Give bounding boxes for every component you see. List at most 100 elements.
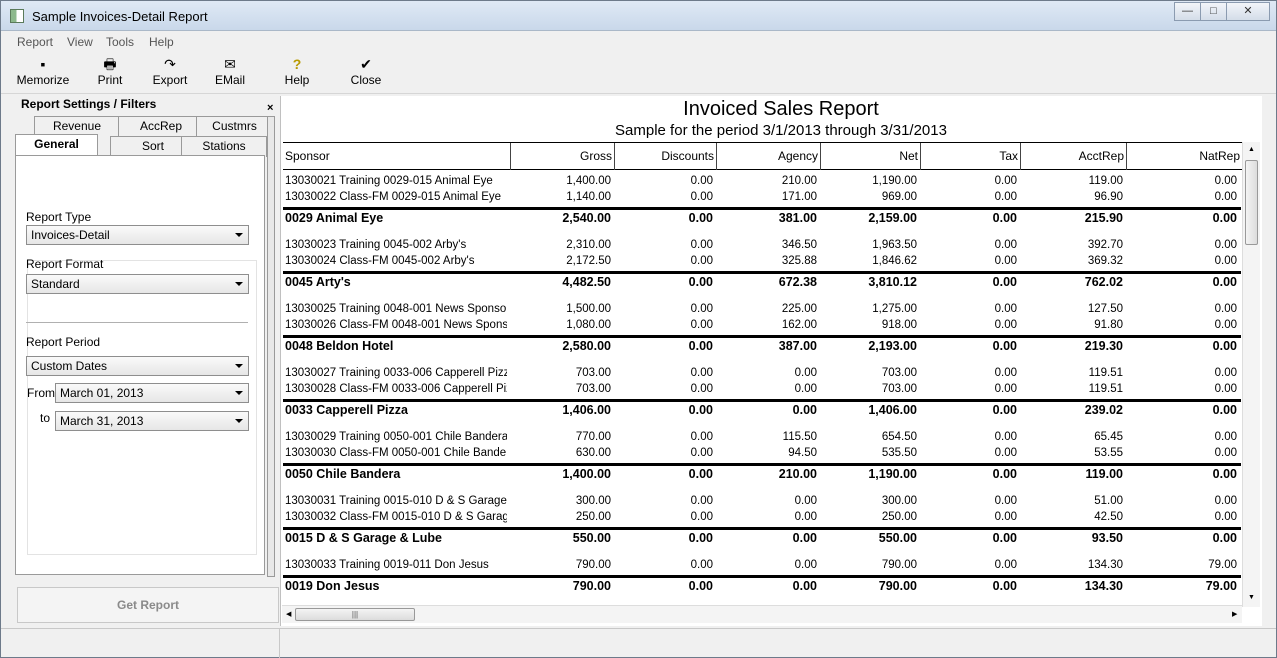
total-acctrep: 134.30 bbox=[1084, 579, 1123, 593]
total-discounts: 0.00 bbox=[688, 403, 713, 417]
vertical-scroll-thumb[interactable] bbox=[1245, 160, 1258, 245]
report-type-select[interactable]: Invoices-Detail bbox=[26, 225, 249, 245]
table-row: 13030033 Training 0019-011 Don Jesus 790.… bbox=[283, 558, 1241, 574]
cell-discounts: 0.00 bbox=[690, 447, 713, 459]
help-button[interactable]: ? Help bbox=[281, 55, 313, 87]
cell-gross: 1,080.00 bbox=[566, 319, 611, 331]
cell-agency: 346.50 bbox=[781, 239, 817, 251]
report-period-select[interactable]: Custom Dates bbox=[26, 356, 249, 376]
cell-net: 1,275.00 bbox=[872, 303, 917, 315]
total-sponsor: 0029 Animal Eye bbox=[285, 211, 384, 225]
horizontal-scroll-thumb[interactable]: ||| bbox=[295, 608, 415, 621]
cell-sponsor: 13030031 Training 0015-010 D & S Garage … bbox=[285, 495, 507, 507]
cell-tax: 0.00 bbox=[994, 431, 1017, 443]
settings-panel: Report Settings / Filters × Revenue AccR… bbox=[11, 96, 279, 626]
column-header-sponsor[interactable]: Sponsor bbox=[283, 143, 511, 170]
from-date-picker[interactable]: March 01, 2013 bbox=[55, 383, 249, 403]
close-report-button[interactable]: ✔ Close bbox=[347, 55, 385, 87]
cell-gross: 250.00 bbox=[575, 511, 611, 523]
total-discounts: 0.00 bbox=[688, 467, 713, 481]
print-button[interactable]: 🖶 Print bbox=[91, 55, 129, 87]
cell-sponsor: 13030026 Class-FM 0048-001 News Sponsors… bbox=[285, 319, 507, 331]
cell-gross: 1,400.00 bbox=[566, 175, 611, 187]
scroll-left-icon[interactable]: ◀ bbox=[286, 611, 292, 618]
report-horizontal-scrollbar[interactable]: ◀ ||| ▶ bbox=[282, 605, 1242, 623]
settings-panel-title: Report Settings / Filters bbox=[21, 97, 157, 111]
chevron-down-icon bbox=[235, 282, 243, 286]
to-date-value: March 31, 2013 bbox=[60, 414, 144, 428]
cell-sponsor: 13030030 Class-FM 0050-001 Chile Bandera bbox=[285, 447, 507, 459]
cell-agency: 210.00 bbox=[781, 175, 817, 187]
tab-general[interactable]: General bbox=[15, 134, 98, 158]
cell-sponsor: 13030023 Training 0045-002 Arby's bbox=[285, 239, 467, 251]
cell-acctrep: 369.32 bbox=[1087, 255, 1123, 267]
cell-natrep: 0.00 bbox=[1214, 239, 1237, 251]
cell-agency: 171.00 bbox=[781, 191, 817, 203]
column-header-discounts[interactable]: Discounts bbox=[615, 143, 717, 170]
cell-natrep: 0.00 bbox=[1214, 447, 1237, 459]
cell-acctrep: 91.80 bbox=[1094, 319, 1123, 331]
cell-tax: 0.00 bbox=[994, 191, 1017, 203]
column-header-net[interactable]: Net bbox=[821, 143, 921, 170]
app-icon bbox=[10, 9, 24, 23]
menu-help[interactable]: Help bbox=[149, 35, 174, 49]
cell-gross: 703.00 bbox=[575, 383, 611, 395]
total-tax: 0.00 bbox=[992, 339, 1017, 353]
cell-gross: 300.00 bbox=[575, 495, 611, 507]
total-sponsor: 0050 Chile Bandera bbox=[285, 467, 401, 481]
cell-acctrep: 134.30 bbox=[1087, 559, 1123, 571]
cell-acctrep: 53.55 bbox=[1094, 447, 1123, 459]
total-gross: 1,400.00 bbox=[562, 467, 611, 481]
to-date-picker[interactable]: March 31, 2013 bbox=[55, 411, 249, 431]
report-format-select[interactable]: Standard bbox=[26, 274, 249, 294]
email-icon: ✉ bbox=[224, 56, 236, 72]
tab-stations[interactable]: Stations bbox=[181, 136, 267, 157]
cell-discounts: 0.00 bbox=[690, 303, 713, 315]
cell-net: 1,963.50 bbox=[872, 239, 917, 251]
menu-view[interactable]: View bbox=[67, 35, 93, 49]
table-row: 13030030 Class-FM 0050-001 Chile Bandera… bbox=[283, 446, 1241, 462]
total-net: 550.00 bbox=[878, 531, 917, 545]
minimize-button[interactable]: — bbox=[1174, 2, 1201, 21]
export-button[interactable]: ↷ Export bbox=[149, 55, 191, 87]
column-header-agency[interactable]: Agency bbox=[717, 143, 821, 170]
total-natrep: 0.00 bbox=[1212, 211, 1237, 225]
menu-bar: Report View Tools Help bbox=[1, 32, 1276, 52]
tab-accrep[interactable]: AccRep bbox=[118, 116, 204, 137]
cell-acctrep: 392.70 bbox=[1087, 239, 1123, 251]
memorize-button[interactable]: ▪ Memorize bbox=[15, 55, 71, 87]
total-agency: 0.00 bbox=[792, 531, 817, 545]
total-gross: 2,540.00 bbox=[562, 211, 611, 225]
total-tax: 0.00 bbox=[992, 579, 1017, 593]
total-natrep: 0.00 bbox=[1212, 403, 1237, 417]
cell-acctrep: 42.50 bbox=[1094, 511, 1123, 523]
column-header-acctrep[interactable]: AcctRep bbox=[1021, 143, 1127, 170]
menu-tools[interactable]: Tools bbox=[106, 35, 135, 49]
total-discounts: 0.00 bbox=[688, 211, 713, 225]
tab-revenue[interactable]: Revenue bbox=[34, 116, 120, 137]
panel-scrollbar[interactable] bbox=[267, 116, 275, 577]
scroll-right-icon[interactable]: ▶ bbox=[1232, 611, 1238, 618]
maximize-button[interactable]: □ bbox=[1200, 2, 1227, 21]
scroll-down-icon[interactable]: ▼ bbox=[1248, 594, 1255, 601]
cell-net: 703.00 bbox=[881, 367, 917, 379]
total-gross: 4,482.50 bbox=[562, 275, 611, 289]
column-header-gross[interactable]: Gross bbox=[511, 143, 615, 170]
column-header-tax[interactable]: Tax bbox=[921, 143, 1021, 170]
tab-custmrs[interactable]: Custmrs bbox=[196, 116, 273, 137]
export-arrow-icon: ↷ bbox=[164, 56, 176, 72]
total-discounts: 0.00 bbox=[688, 339, 713, 353]
report-vertical-scrollbar[interactable]: ▲ ▼ bbox=[1242, 142, 1260, 607]
email-button[interactable]: ✉ EMail bbox=[211, 55, 249, 87]
total-acctrep: 219.30 bbox=[1084, 339, 1123, 353]
close-panel-icon[interactable]: × bbox=[267, 102, 274, 114]
get-report-button[interactable]: Get Report bbox=[17, 587, 279, 623]
scroll-up-icon[interactable]: ▲ bbox=[1248, 146, 1255, 153]
lightbulb-icon: ? bbox=[292, 56, 302, 72]
menu-report[interactable]: Report bbox=[17, 35, 54, 49]
close-window-button[interactable]: ✕ bbox=[1226, 2, 1270, 21]
total-discounts: 0.00 bbox=[688, 531, 713, 545]
cell-sponsor: 13030021 Training 0029-015 Animal Eye bbox=[285, 175, 493, 187]
total-acctrep: 93.50 bbox=[1091, 531, 1123, 545]
column-header-natrep[interactable]: NatRep bbox=[1127, 143, 1243, 170]
